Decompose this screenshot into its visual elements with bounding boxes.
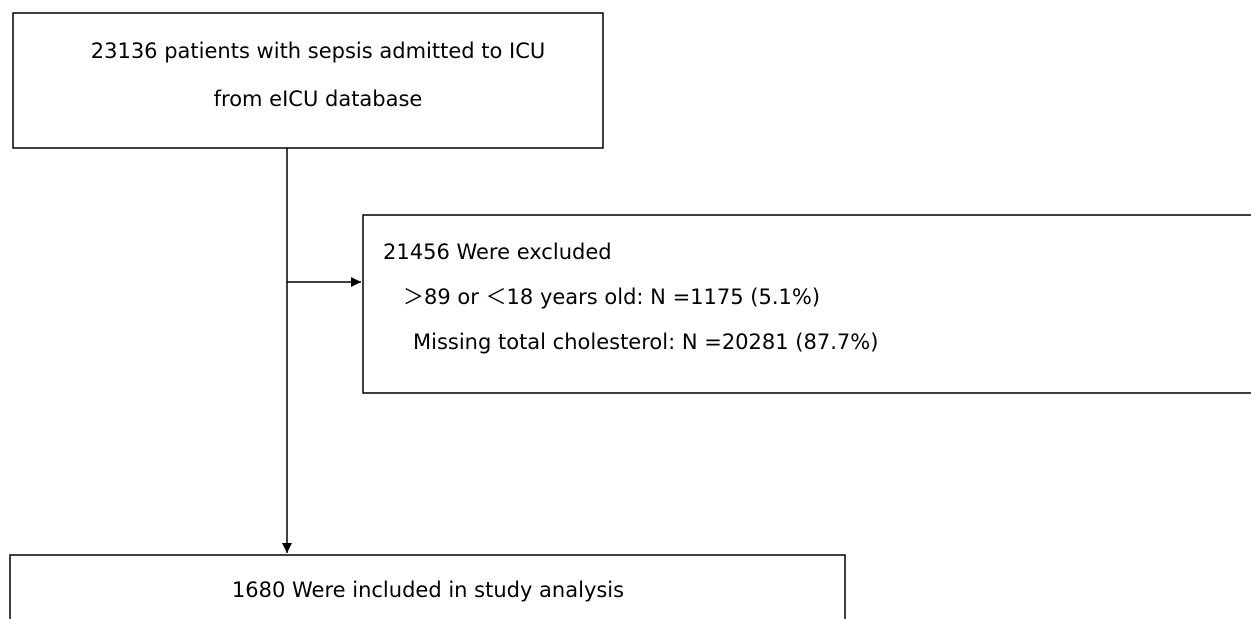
node-text: ＞89 or ＜18 years old: N =1175 (5.1%) bbox=[403, 285, 820, 309]
node-text: from eICU database bbox=[214, 87, 423, 111]
included-box bbox=[9, 554, 846, 619]
node-text: 23136 patients with sepsis admitted to I… bbox=[91, 39, 546, 63]
exclusion-box bbox=[362, 214, 1251, 394]
node-text: 1680 Were included in study analysis bbox=[232, 578, 624, 602]
node-text: Missing total cholesterol: N =20281 (87.… bbox=[413, 330, 878, 354]
source-box bbox=[12, 12, 604, 149]
node-text: 21456 Were excluded bbox=[383, 240, 612, 264]
